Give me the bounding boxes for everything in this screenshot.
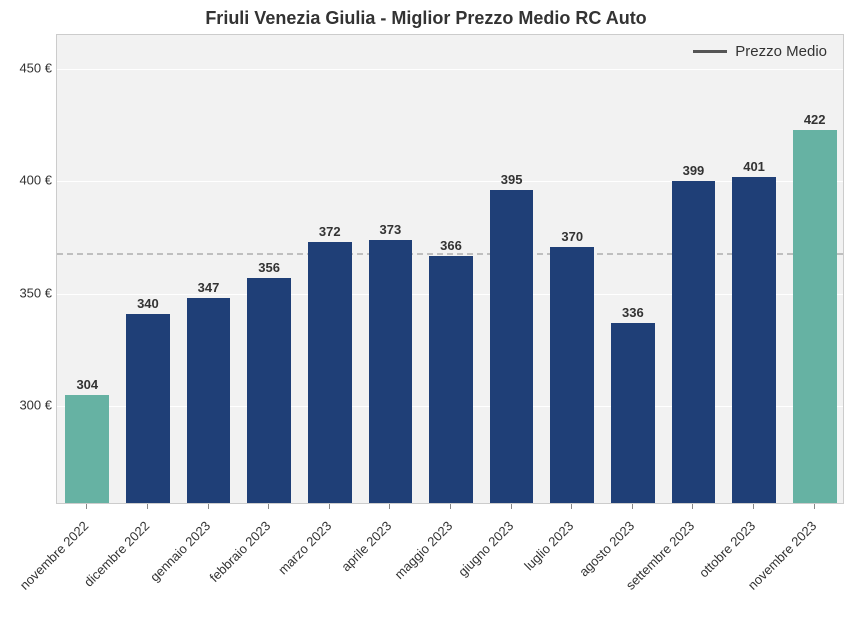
gridline bbox=[57, 181, 843, 182]
bar: 336 bbox=[611, 323, 655, 503]
bar-value-label: 370 bbox=[550, 229, 594, 244]
xtick-mark bbox=[632, 504, 633, 509]
xtick-label: agosto 2023 bbox=[528, 518, 638, 628]
xtick-label: novembre 2022 bbox=[0, 518, 92, 628]
bar: 395 bbox=[490, 190, 534, 503]
ytick-label: 300 € bbox=[19, 398, 52, 413]
xtick-mark bbox=[450, 504, 451, 509]
legend-line-icon bbox=[693, 50, 727, 53]
xtick-label: giugno 2023 bbox=[406, 518, 516, 628]
bar-value-label: 399 bbox=[672, 163, 716, 178]
gridline bbox=[57, 69, 843, 70]
bar-value-label: 373 bbox=[369, 222, 413, 237]
xtick-mark bbox=[814, 504, 815, 509]
bar-value-label: 347 bbox=[187, 280, 231, 295]
bar-value-label: 395 bbox=[490, 172, 534, 187]
bar-value-label: 340 bbox=[126, 296, 170, 311]
ytick-label: 400 € bbox=[19, 173, 52, 188]
bar: 340 bbox=[126, 314, 170, 503]
xtick-mark bbox=[511, 504, 512, 509]
bar: 356 bbox=[247, 278, 291, 503]
xtick-mark bbox=[147, 504, 148, 509]
xtick-label: ottobre 2023 bbox=[649, 518, 759, 628]
xtick-mark bbox=[86, 504, 87, 509]
bar-value-label: 372 bbox=[308, 224, 352, 239]
bar: 347 bbox=[187, 298, 231, 503]
bar: 372 bbox=[308, 242, 352, 503]
xtick-label: marzo 2023 bbox=[224, 518, 334, 628]
xtick-mark bbox=[571, 504, 572, 509]
bar-value-label: 304 bbox=[65, 377, 109, 392]
bar-value-label: 366 bbox=[429, 238, 473, 253]
chart-title: Friuli Venezia Giulia - Miglior Prezzo M… bbox=[0, 0, 852, 33]
xtick-mark bbox=[329, 504, 330, 509]
xtick-label: aprile 2023 bbox=[285, 518, 395, 628]
ytick-label: 450 € bbox=[19, 60, 52, 75]
xtick-label: febbraio 2023 bbox=[164, 518, 274, 628]
xtick-mark bbox=[692, 504, 693, 509]
xtick-mark bbox=[389, 504, 390, 509]
legend: Prezzo Medio bbox=[687, 41, 833, 62]
bar: 370 bbox=[550, 247, 594, 503]
xtick-mark bbox=[753, 504, 754, 509]
bar: 304 bbox=[65, 395, 109, 503]
xtick-label: gennaio 2023 bbox=[103, 518, 213, 628]
xtick-label: maggio 2023 bbox=[346, 518, 456, 628]
xtick-label: luglio 2023 bbox=[467, 518, 577, 628]
bar: 401 bbox=[732, 177, 776, 503]
plot-area: Prezzo Medio 304 340 347 356 372 373 366 395 370… bbox=[56, 34, 844, 504]
bar-value-label: 356 bbox=[247, 260, 291, 275]
bar: 366 bbox=[429, 256, 473, 503]
xtick-mark bbox=[268, 504, 269, 509]
bar-value-label: 401 bbox=[732, 159, 776, 174]
bar: 373 bbox=[369, 240, 413, 503]
xtick-label: dicembre 2022 bbox=[43, 518, 153, 628]
bar-value-label: 422 bbox=[793, 112, 837, 127]
bar: 422 bbox=[793, 130, 837, 503]
bar: 399 bbox=[672, 181, 716, 503]
legend-label: Prezzo Medio bbox=[735, 43, 827, 60]
xtick-label: novembre 2023 bbox=[709, 518, 819, 628]
xtick-label: settembre 2023 bbox=[588, 518, 698, 628]
ytick-label: 350 € bbox=[19, 285, 52, 300]
xtick-mark bbox=[208, 504, 209, 509]
bar-value-label: 336 bbox=[611, 305, 655, 320]
